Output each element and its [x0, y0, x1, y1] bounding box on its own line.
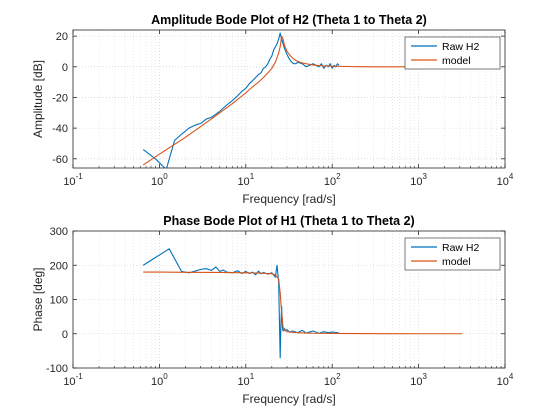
phase-ytick-label: 100	[50, 295, 68, 307]
amplitude-xtick-label: 103	[410, 172, 427, 188]
amplitude-frame	[72, 29, 506, 169]
phase-xlabel: Frequency [rad/s]	[242, 392, 335, 406]
phase-xtick-label: 100	[151, 372, 168, 388]
phase-legend-box	[404, 237, 501, 271]
phase-ytick-label: 0	[62, 329, 68, 341]
phase-xtick-label: 10-1	[63, 372, 83, 388]
amplitude-series	[142, 32, 463, 168]
phase-legend: Raw H2 model	[404, 237, 501, 271]
amplitude-axes: 10-1 100 101 102 103 104 -60 -40 -20 0 20 Amplitud…	[31, 13, 514, 206]
amplitude-title: Amplitude Bode Plot of H2 (Theta 1 to Th…	[151, 13, 427, 27]
phase-xtick-label: 104	[497, 372, 514, 388]
phase-ticks: 10-1 100 101 102 103 104 -100 0 100 200 300	[46, 226, 514, 388]
amplitude-xlabel: Frequency [rad/s]	[242, 192, 335, 206]
phase-title: Phase Bode Plot of H1 (Theta 1 to Theta …	[163, 214, 414, 228]
amplitude-ytick-label: -20	[52, 92, 68, 104]
phase-legend-label: model	[442, 256, 471, 268]
amplitude-legend-box	[404, 36, 501, 70]
phase-xtick-label: 103	[410, 372, 427, 388]
phase-series-model-line	[143, 271, 463, 335]
amplitude-series-raw-h2-line	[142, 32, 340, 168]
phase-legend-label: Raw H2	[442, 242, 480, 254]
amplitude-ticks: 10-1 100 101 102 103 104 -60 -40 -20 0 20	[52, 30, 514, 188]
phase-ylabel: Phase [deg]	[31, 267, 45, 331]
amplitude-ylabel: Amplitude [dB]	[31, 60, 45, 138]
phase-ytick-label: 300	[50, 226, 68, 238]
amplitude-xtick-label: 102	[324, 172, 341, 188]
amplitude-ytick-label: -60	[52, 154, 68, 166]
phase-xtick-label: 101	[237, 372, 254, 388]
amplitude-xtick-label: 101	[237, 172, 254, 188]
phase-ytick-label: 200	[50, 260, 68, 272]
phase-series-raw-h2-line	[142, 248, 340, 359]
amplitude-legend: Raw H2 model	[404, 36, 501, 70]
amplitude-xtick-label: 104	[497, 172, 514, 188]
phase-xtick-label: 102	[324, 372, 341, 388]
amplitude-ytick-label: 20	[56, 31, 68, 43]
amplitude-xtick-label: 10-1	[63, 172, 83, 188]
phase-series	[142, 248, 463, 359]
amplitude-ytick-label: -40	[52, 123, 68, 135]
amplitude-legend-label: Raw H2	[442, 41, 480, 53]
amplitude-xtick-label: 100	[151, 172, 168, 188]
amplitude-series-model-line	[142, 35, 463, 166]
amplitude-legend-label: model	[442, 55, 471, 67]
phase-ytick-label: -100	[46, 363, 68, 375]
amplitude-ytick-label: 0	[62, 62, 68, 74]
phase-axes: 10-1 100 101 102 103 104 -100 0 100 200 300 Phase …	[31, 214, 514, 406]
